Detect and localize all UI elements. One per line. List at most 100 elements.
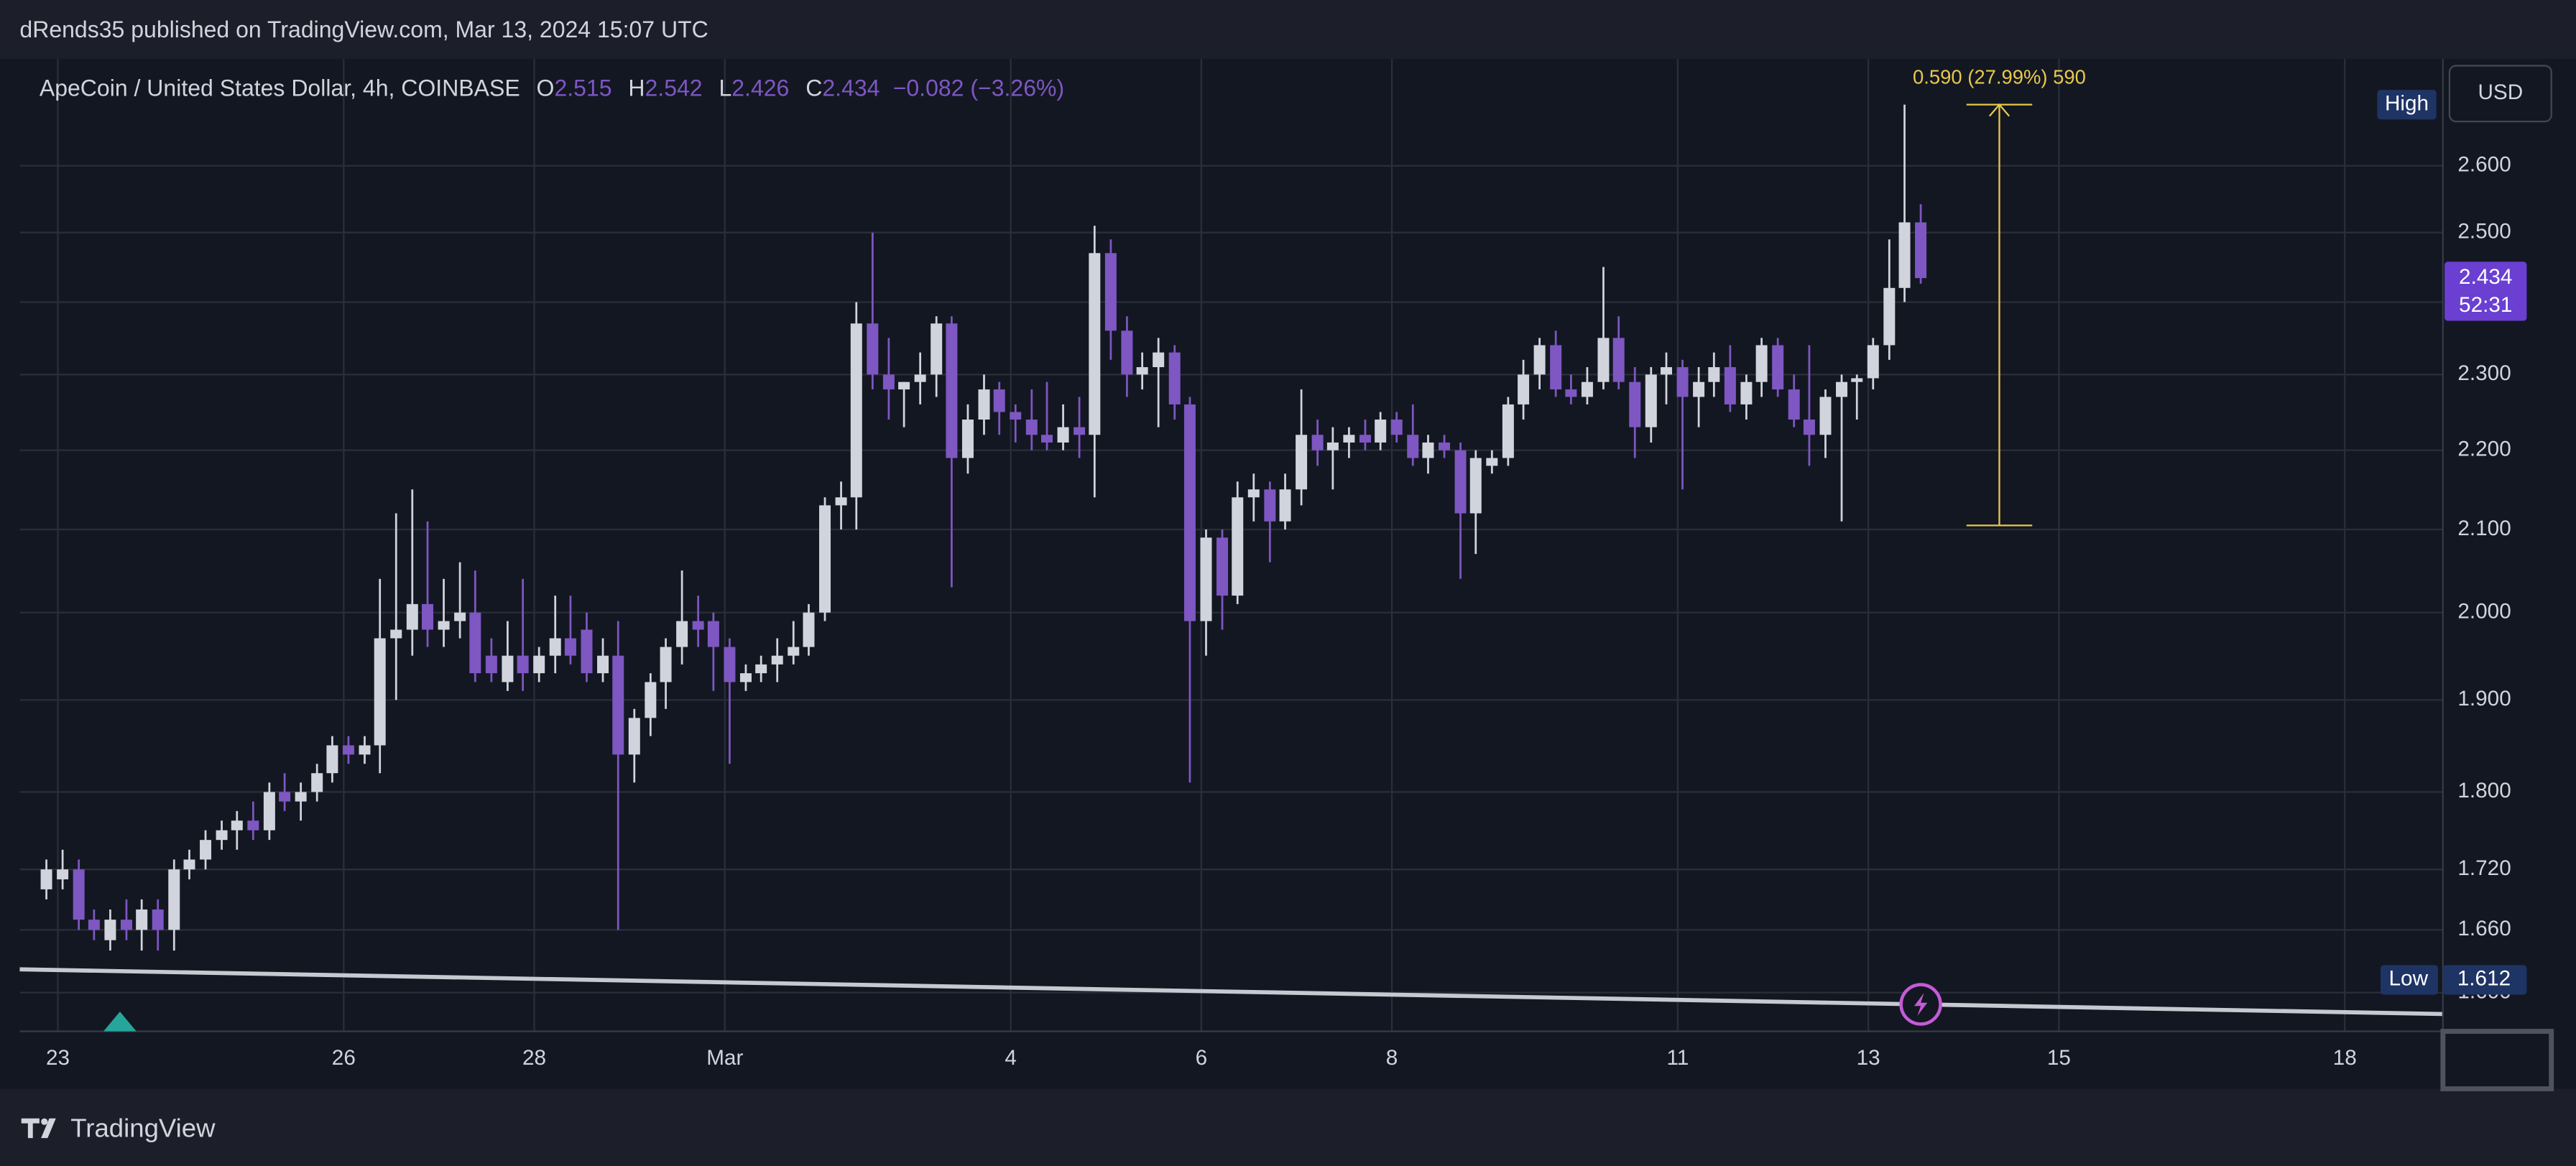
candle-body: [1041, 435, 1053, 443]
candle-body: [1390, 420, 1403, 435]
candle-body: [597, 655, 609, 674]
candle-body: [755, 664, 767, 674]
candle-body: [1264, 489, 1276, 522]
candle-body: [1469, 458, 1482, 514]
candle-body: [961, 420, 974, 458]
low-word: Low: [2389, 967, 2429, 991]
candle-body: [88, 920, 100, 930]
candle-body: [564, 638, 576, 656]
candle-body: [295, 792, 307, 802]
candle-body: [1550, 345, 1562, 390]
candle-body: [1486, 458, 1498, 466]
candle-body: [581, 629, 593, 674]
candle-body: [660, 647, 672, 683]
candle-body: [1708, 367, 1720, 382]
currency-box[interactable]: [2448, 65, 2552, 123]
candle-body: [835, 497, 847, 506]
candle-body: [724, 647, 736, 683]
candle-body: [1074, 427, 1086, 435]
candle-body: [1581, 381, 1593, 397]
candle-body: [1629, 381, 1641, 427]
candle-body: [1247, 489, 1260, 498]
candle-body: [1232, 497, 1244, 596]
measure-label: 0.590 (27.99%) 590: [1913, 65, 2086, 88]
y-tick-label: 2.200: [2457, 438, 2511, 461]
y-tick-label: 2.100: [2457, 517, 2511, 540]
y-tick-label: 1.900: [2457, 687, 2511, 711]
candle-body: [1565, 389, 1577, 397]
candle-body: [1883, 287, 1896, 346]
candle-body: [1661, 367, 1673, 375]
candle-body: [993, 389, 1005, 412]
candle-body: [1168, 352, 1181, 404]
candle-body: [359, 745, 371, 755]
legend-title: ApeCoin / United States Dollar, 4h, COIN…: [40, 75, 520, 101]
candle-body: [1693, 381, 1705, 397]
plot: [19, 103, 2443, 1017]
candle-body: [1851, 378, 1863, 382]
candle-body: [1915, 222, 1927, 279]
candle-body: [1359, 435, 1371, 443]
measure-arrow: [1988, 103, 2011, 117]
footer-bar: [0, 1088, 2576, 1166]
y-tick-label: 1.800: [2457, 779, 2511, 802]
candle-body: [200, 840, 212, 860]
signal-marker[interactable]: [103, 1012, 137, 1032]
candle-body: [390, 629, 402, 639]
x-tick-label: 15: [2047, 1046, 2071, 1070]
x-tick-label: 13: [1857, 1046, 1880, 1070]
candle-body: [1104, 253, 1117, 331]
candle-body: [549, 638, 561, 656]
legend-change: −0.082 (−3.26%): [893, 75, 1064, 101]
candle-body: [1676, 367, 1689, 397]
candle-body: [1819, 397, 1832, 435]
candle-body: [1057, 427, 1069, 443]
candle-body: [1772, 345, 1784, 390]
candle-body: [850, 323, 862, 498]
header-text: dRends35 published on TradingView.com, M…: [19, 17, 708, 42]
footer-text: TradingView: [70, 1113, 216, 1142]
y-tick-label: 2.000: [2457, 599, 2511, 623]
candle-body: [914, 374, 926, 382]
candle-body: [978, 389, 990, 420]
legend-close: 2.434: [822, 75, 880, 101]
candle-body: [707, 621, 719, 647]
candle-body: [612, 655, 624, 755]
candle-body: [1407, 435, 1419, 458]
x-tick-label: Mar: [706, 1046, 743, 1070]
logo-icon: [21, 1118, 56, 1139]
candle-body: [645, 682, 657, 718]
candle-body: [374, 638, 386, 746]
candle-body: [1279, 489, 1291, 522]
candle-body: [803, 612, 815, 647]
candle-body: [898, 381, 910, 390]
logo-dot: [41, 1118, 48, 1125]
candle-body: [1136, 367, 1148, 375]
candle-body: [1533, 345, 1546, 375]
footer-logo: TradingView: [21, 1113, 216, 1142]
candle-body: [1724, 367, 1736, 404]
x-tick-label: 18: [2333, 1046, 2357, 1070]
candle-body: [1645, 374, 1657, 427]
candle-body: [231, 820, 243, 830]
legend-key: H: [628, 75, 645, 101]
candle-body: [1454, 450, 1467, 514]
candle-body: [263, 792, 275, 830]
candle-body: [1803, 420, 1815, 435]
candle-body: [1836, 381, 1848, 397]
countdown: 52:31: [2459, 293, 2512, 317]
candle-body: [1311, 435, 1324, 450]
y-tick-label: 1.720: [2457, 856, 2511, 880]
candle-body: [247, 820, 259, 830]
x-tick-label: 8: [1386, 1046, 1398, 1070]
candle-body: [739, 673, 752, 683]
scale-corner[interactable]: [2440, 1029, 2554, 1091]
candle-body: [931, 323, 943, 375]
candle-body: [104, 920, 116, 940]
candle-body: [1867, 345, 1879, 379]
candle-body: [152, 909, 164, 930]
candle-body: [676, 621, 688, 647]
candle-body: [120, 920, 132, 930]
candle-body: [454, 612, 466, 621]
